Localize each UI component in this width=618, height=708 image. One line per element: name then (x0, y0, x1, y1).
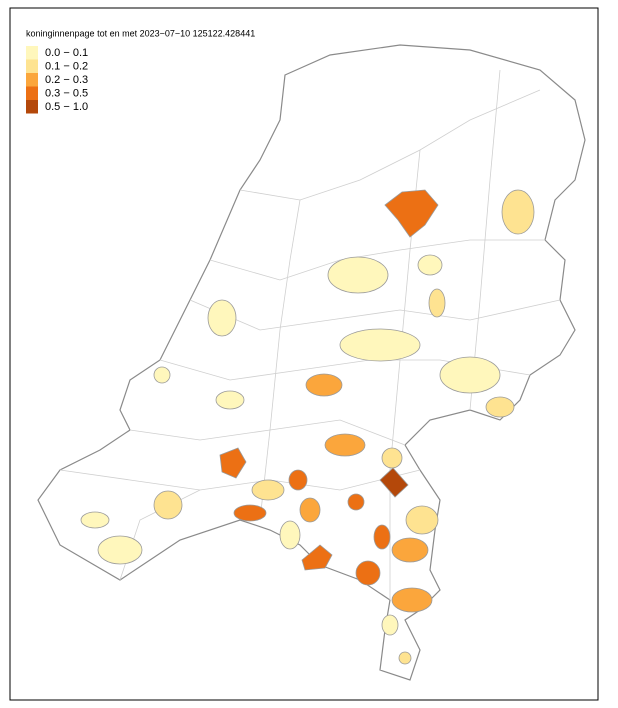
region (327, 256, 389, 294)
region (381, 614, 399, 636)
region (379, 467, 409, 498)
border (189, 299, 561, 331)
region (398, 651, 412, 665)
legend-label: 0.1 − 0.2 (45, 60, 88, 72)
region (391, 587, 433, 613)
region (207, 299, 237, 337)
region (153, 490, 183, 520)
region (324, 433, 366, 457)
region (339, 328, 421, 362)
border (469, 69, 501, 411)
region (373, 524, 391, 550)
border (59, 469, 421, 491)
legend-swatch (26, 86, 38, 100)
legend-label: 0.5 − 1.0 (45, 101, 88, 113)
region (355, 560, 381, 586)
legend-label: 0.0 − 0.1 (45, 47, 88, 59)
region (288, 469, 308, 491)
legend-swatch (26, 59, 38, 73)
region (381, 447, 403, 469)
region (299, 497, 321, 523)
legend-label: 0.2 − 0.3 (45, 74, 88, 86)
region (384, 189, 439, 238)
region (97, 535, 143, 565)
region (428, 288, 446, 318)
region (233, 504, 267, 522)
region (301, 544, 333, 571)
region (251, 479, 285, 501)
legend-swatch (26, 46, 38, 60)
legend-label: 0.3 − 0.5 (45, 87, 88, 99)
country-outline (37, 44, 586, 681)
legend: 0.0 − 0.10.1 − 0.2 0.2 − 0.30.3 − 0.5 0.5 … (26, 46, 88, 114)
legend-swatch (26, 100, 38, 114)
region (501, 189, 535, 235)
region (405, 505, 439, 535)
border (209, 239, 545, 281)
region (485, 396, 515, 418)
region (279, 520, 301, 550)
region (439, 356, 501, 394)
border (259, 199, 301, 521)
region (391, 537, 429, 563)
region (80, 511, 110, 529)
region (215, 390, 245, 410)
legend-swatch (26, 73, 38, 87)
region (153, 366, 171, 384)
region (417, 254, 443, 276)
border (239, 89, 541, 201)
country-map (37, 44, 586, 681)
region (305, 373, 343, 397)
region (219, 447, 247, 479)
region (347, 493, 365, 511)
map-title: koninginnenpage tot en met 2023−07−10 12… (26, 28, 255, 38)
